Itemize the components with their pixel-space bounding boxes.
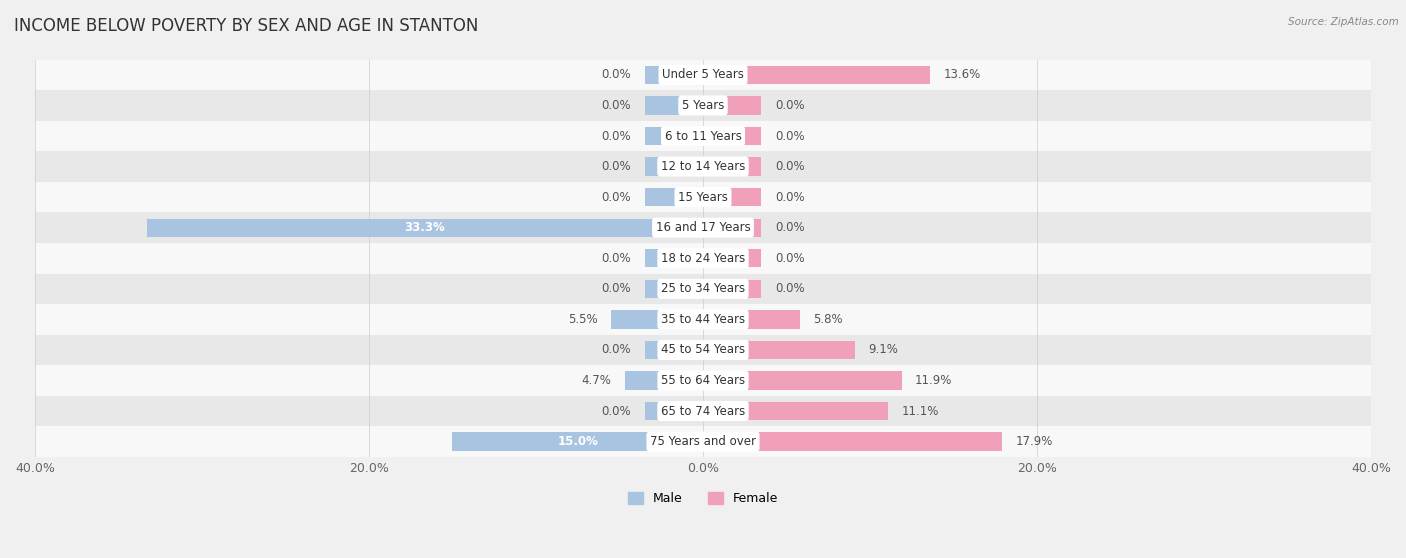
Bar [35, 151, 1371, 182]
Bar [624, 371, 703, 389]
Text: 17.9%: 17.9% [1015, 435, 1053, 448]
Bar [35, 396, 1371, 426]
Text: 9.1%: 9.1% [869, 343, 898, 357]
Text: 15 Years: 15 Years [678, 191, 728, 204]
Text: Source: ZipAtlas.com: Source: ZipAtlas.com [1288, 17, 1399, 27]
Bar [35, 273, 1371, 304]
Bar [644, 188, 703, 206]
Text: INCOME BELOW POVERTY BY SEX AND AGE IN STANTON: INCOME BELOW POVERTY BY SEX AND AGE IN S… [14, 17, 478, 35]
Legend: Male, Female: Male, Female [623, 487, 783, 510]
Bar [703, 310, 800, 329]
Bar [35, 213, 1371, 243]
Bar [703, 66, 931, 84]
Bar [644, 402, 703, 420]
Bar [612, 310, 703, 329]
Bar [644, 280, 703, 298]
Bar [703, 127, 762, 145]
Text: 0.0%: 0.0% [775, 160, 804, 173]
Bar [703, 97, 762, 114]
Text: 5.5%: 5.5% [568, 313, 598, 326]
Text: 0.0%: 0.0% [775, 99, 804, 112]
Text: 45 to 54 Years: 45 to 54 Years [661, 343, 745, 357]
Bar [703, 188, 762, 206]
Text: 11.9%: 11.9% [915, 374, 952, 387]
Bar [703, 371, 901, 389]
Text: 0.0%: 0.0% [602, 191, 631, 204]
Bar [35, 90, 1371, 121]
Text: 4.7%: 4.7% [581, 374, 612, 387]
Bar [35, 243, 1371, 273]
Text: 16 and 17 Years: 16 and 17 Years [655, 221, 751, 234]
Text: 18 to 24 Years: 18 to 24 Years [661, 252, 745, 264]
Bar [703, 341, 855, 359]
Text: 25 to 34 Years: 25 to 34 Years [661, 282, 745, 295]
Bar [644, 127, 703, 145]
Text: 0.0%: 0.0% [775, 282, 804, 295]
Bar [35, 182, 1371, 213]
Text: 0.0%: 0.0% [602, 129, 631, 142]
Bar [35, 426, 1371, 457]
Text: 13.6%: 13.6% [943, 69, 981, 81]
Text: 5 Years: 5 Years [682, 99, 724, 112]
Text: Under 5 Years: Under 5 Years [662, 69, 744, 81]
Bar [35, 60, 1371, 90]
Bar [453, 432, 703, 451]
Text: 0.0%: 0.0% [602, 282, 631, 295]
Bar [644, 341, 703, 359]
Bar [644, 249, 703, 267]
Text: 0.0%: 0.0% [775, 252, 804, 264]
Text: 0.0%: 0.0% [602, 160, 631, 173]
Text: 0.0%: 0.0% [775, 191, 804, 204]
Bar [35, 121, 1371, 151]
Text: 0.0%: 0.0% [602, 69, 631, 81]
Bar [703, 432, 1002, 451]
Text: 15.0%: 15.0% [557, 435, 598, 448]
Text: 75 Years and over: 75 Years and over [650, 435, 756, 448]
Bar [644, 157, 703, 176]
Text: 0.0%: 0.0% [775, 129, 804, 142]
Bar [35, 304, 1371, 335]
Text: 0.0%: 0.0% [775, 221, 804, 234]
Text: 0.0%: 0.0% [602, 405, 631, 417]
Text: 6 to 11 Years: 6 to 11 Years [665, 129, 741, 142]
Bar [35, 365, 1371, 396]
Text: 35 to 44 Years: 35 to 44 Years [661, 313, 745, 326]
Bar [703, 249, 762, 267]
Text: 65 to 74 Years: 65 to 74 Years [661, 405, 745, 417]
Bar [35, 335, 1371, 365]
Text: 33.3%: 33.3% [405, 221, 446, 234]
Bar [703, 157, 762, 176]
Bar [703, 402, 889, 420]
Text: 12 to 14 Years: 12 to 14 Years [661, 160, 745, 173]
Bar [146, 219, 703, 237]
Text: 5.8%: 5.8% [813, 313, 842, 326]
Text: 55 to 64 Years: 55 to 64 Years [661, 374, 745, 387]
Text: 11.1%: 11.1% [901, 405, 939, 417]
Text: 0.0%: 0.0% [602, 343, 631, 357]
Bar [703, 219, 762, 237]
Text: 0.0%: 0.0% [602, 252, 631, 264]
Bar [644, 97, 703, 114]
Text: 0.0%: 0.0% [602, 99, 631, 112]
Bar [703, 280, 762, 298]
Bar [644, 66, 703, 84]
